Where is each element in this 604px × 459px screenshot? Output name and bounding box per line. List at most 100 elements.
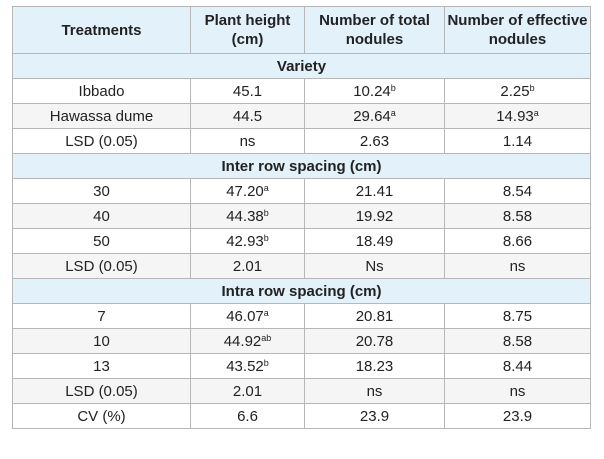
cell-value: 44.5 [232,107,263,125]
cell-value: 43.52 [226,357,264,375]
table-body: Variety Ibbado 45.1 10.24b 2.25b Hawassa dume… [12,53,591,429]
cell-value: 8.75 [502,307,533,325]
cell-treatment: 13 [12,353,191,379]
cell-total-nodules: 10.24b [304,78,445,104]
cell-value: 19.92 [355,207,394,225]
cell-value: 30 [93,182,110,200]
cell-plant-height: 46.07a [190,303,305,329]
cell-value: 2.63 [359,132,390,150]
cell-effective-nodules: 8.44 [444,353,591,379]
section-row: Variety [12,53,591,79]
cell-effective-nodules: 8.58 [444,203,591,229]
cell-value: Ns [365,257,384,275]
significance-letter: a [390,107,396,118]
significance-letter: b [390,82,396,93]
cell-effective-nodules: 8.66 [444,228,591,254]
table-row: 40 44.38b 19.92 8.58 [12,203,591,229]
cell-effective-nodules: 8.75 [444,303,591,329]
cell-plant-height: 47.20a [190,178,305,204]
cell-effective-nodules: 23.9 [444,403,591,429]
cell-treatment: 7 [12,303,191,329]
table-row: 13 43.52b 18.23 8.44 [12,353,591,379]
table-row: 7 46.07a 20.81 8.75 [12,303,591,329]
cell-total-nodules: 21.41 [304,178,445,204]
cell-value: 10.24 [353,82,391,100]
table-row: CV (%) 6.6 23.9 23.9 [12,403,591,429]
table-row: 10 44.92ab 20.78 8.58 [12,328,591,354]
cell-treatment: 50 [12,228,191,254]
cell-treatment: LSD (0.05) [12,128,191,154]
table-row: 50 42.93b 18.49 8.66 [12,228,591,254]
results-table: Treatments Plant height (cm) Number of t… [12,6,591,429]
section-row: Inter row spacing (cm) [12,153,591,179]
cell-value: 8.58 [502,332,533,350]
cell-plant-height: 6.6 [190,403,305,429]
cell-effective-nodules: ns [444,378,591,404]
header-row: Treatments Plant height (cm) Number of t… [12,6,591,54]
table-header: Treatments Plant height (cm) Number of t… [12,6,591,54]
cell-value: 8.44 [502,357,533,375]
cell-treatment: 40 [12,203,191,229]
cell-value: ns [509,257,526,275]
cell-total-nodules: 20.81 [304,303,445,329]
cell-value: 6.6 [237,407,258,425]
cell-value: 23.9 [502,407,533,425]
cell-effective-nodules: ns [444,253,591,279]
cell-effective-nodules: 8.58 [444,328,591,354]
cell-value: ns [366,382,383,400]
cell-value: 18.49 [355,232,394,250]
cell-value: 23.9 [359,407,390,425]
significance-letter: b [263,357,269,368]
cell-value: 47.20 [226,182,264,200]
table-row: Ibbado 45.1 10.24b 2.25b [12,78,591,104]
cell-value: 50 [93,232,110,250]
cell-value: 8.58 [502,207,533,225]
table-row: LSD (0.05) 2.01 ns ns [12,378,591,404]
cell-total-nodules: 18.49 [304,228,445,254]
cell-total-nodules: ns [304,378,445,404]
cell-value: 21.41 [355,182,394,200]
cell-plant-height: 42.93b [190,228,305,254]
cell-value: 20.81 [355,307,394,325]
cell-value: 10 [93,332,110,350]
cell-value: 45.1 [232,82,263,100]
cell-total-nodules: 18.23 [304,353,445,379]
section-title: Intra row spacing (cm) [12,278,591,304]
section-title: Variety [12,53,591,79]
cell-treatment: Hawassa dume [12,103,191,129]
cell-effective-nodules: 2.25b [444,78,591,104]
cell-plant-height: ns [190,128,305,154]
significance-letter: b [263,232,269,243]
cell-value: 8.54 [502,182,533,200]
cell-value: 8.66 [502,232,533,250]
section-title: Inter row spacing (cm) [12,153,591,179]
cell-value: 29.64 [353,107,391,125]
header-effective-nodules: Number of effective nodules [444,6,591,54]
cell-plant-height: 44.38b [190,203,305,229]
header-total-nodules: Number of total nodules [304,6,445,54]
cell-value: 20.78 [355,332,394,350]
cell-treatment: CV (%) [12,403,191,429]
table-row: Hawassa dume 44.5 29.64a 14.93a [12,103,591,129]
table-row: LSD (0.05) ns 2.63 1.14 [12,128,591,154]
cell-value: CV (%) [77,407,126,425]
significance-letter: a [533,107,539,118]
table-row: 30 47.20a 21.41 8.54 [12,178,591,204]
cell-total-nodules: 20.78 [304,328,445,354]
cell-treatment: 10 [12,328,191,354]
cell-treatment: 30 [12,178,191,204]
significance-letter: b [263,207,269,218]
cell-value: 7 [97,307,106,325]
cell-value: 2.01 [232,382,263,400]
significance-letter: a [263,182,269,193]
cell-effective-nodules: 8.54 [444,178,591,204]
cell-value: 1.14 [502,132,533,150]
cell-value: 40 [93,207,110,225]
cell-treatment: LSD (0.05) [12,253,191,279]
header-treatments: Treatments [12,6,191,54]
header-plant-height: Plant height (cm) [190,6,305,54]
significance-letter: a [263,307,269,318]
cell-value: 44.92 [223,332,262,350]
cell-total-nodules: 29.64a [304,103,445,129]
cell-value: 13 [93,357,110,375]
